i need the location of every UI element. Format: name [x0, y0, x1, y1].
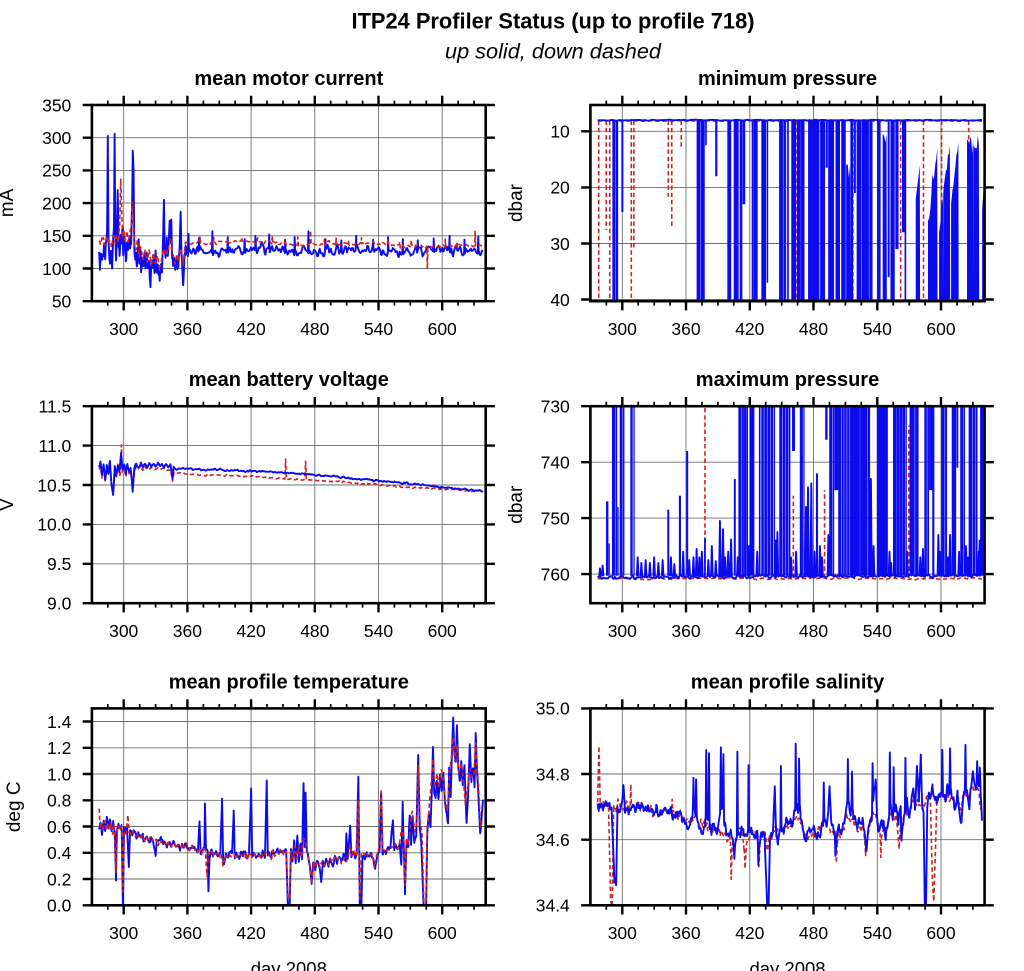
svg-text:1.4: 1.4 [47, 712, 72, 732]
svg-text:420: 420 [236, 319, 265, 339]
svg-text:0.2: 0.2 [47, 869, 71, 889]
svg-text:dbar: dbar [506, 183, 527, 222]
svg-text:600: 600 [428, 621, 457, 641]
svg-text:30: 30 [550, 234, 570, 254]
svg-text:540: 540 [364, 319, 393, 339]
svg-text:300: 300 [109, 923, 138, 943]
svg-text:34.8: 34.8 [536, 764, 570, 784]
svg-text:20: 20 [550, 178, 570, 198]
svg-text:minimum pressure: minimum pressure [698, 68, 877, 90]
svg-text:540: 540 [863, 621, 892, 641]
svg-text:0.4: 0.4 [47, 843, 72, 863]
svg-text:300: 300 [109, 319, 138, 339]
svg-text:360: 360 [173, 923, 202, 943]
svg-text:mean motor current: mean motor current [194, 68, 383, 90]
svg-text:10.0: 10.0 [37, 515, 71, 535]
svg-text:11.0: 11.0 [39, 436, 72, 456]
svg-text:730: 730 [541, 397, 570, 417]
svg-text:350: 350 [42, 95, 71, 115]
svg-text:480: 480 [799, 621, 828, 641]
svg-text:360: 360 [173, 319, 202, 339]
svg-text:360: 360 [671, 923, 700, 943]
svg-text:760: 760 [541, 564, 570, 584]
svg-text:mean profile salinity: mean profile salinity [691, 671, 885, 693]
svg-text:dbar: dbar [506, 485, 527, 524]
svg-text:540: 540 [364, 923, 393, 943]
svg-text:300: 300 [109, 621, 138, 641]
svg-text:360: 360 [173, 621, 202, 641]
svg-text:600: 600 [926, 621, 955, 641]
svg-text:34.4: 34.4 [536, 896, 570, 916]
svg-text:V: V [0, 498, 18, 511]
svg-text:ITP24 Profiler Status (up to p: ITP24 Profiler Status (up to profile 718… [352, 9, 755, 34]
svg-text:600: 600 [428, 923, 457, 943]
svg-text:40: 40 [550, 290, 570, 310]
svg-text:10: 10 [550, 122, 570, 142]
svg-text:420: 420 [735, 319, 764, 339]
svg-text:11.5: 11.5 [39, 397, 72, 417]
svg-text:0.8: 0.8 [47, 791, 71, 811]
svg-text:34.6: 34.6 [536, 830, 570, 850]
svg-text:300: 300 [42, 128, 71, 148]
svg-text:600: 600 [926, 319, 955, 339]
svg-text:deg C: deg C [4, 781, 25, 832]
svg-text:1.0: 1.0 [47, 764, 72, 784]
svg-text:750: 750 [541, 508, 570, 528]
svg-text:9.5: 9.5 [47, 554, 71, 574]
svg-text:420: 420 [735, 923, 764, 943]
svg-text:540: 540 [364, 621, 393, 641]
svg-text:480: 480 [300, 923, 329, 943]
svg-text:maximum pressure: maximum pressure [696, 369, 879, 391]
svg-text:day 2008: day 2008 [749, 958, 825, 971]
svg-text:200: 200 [42, 193, 71, 213]
svg-text:day 2008: day 2008 [251, 958, 327, 971]
svg-text:up solid, down dashed: up solid, down dashed [445, 40, 662, 64]
svg-text:600: 600 [428, 319, 457, 339]
svg-text:300: 300 [608, 621, 637, 641]
svg-text:100: 100 [42, 259, 71, 279]
svg-text:360: 360 [671, 319, 700, 339]
svg-text:480: 480 [300, 621, 329, 641]
svg-text:250: 250 [42, 161, 71, 181]
svg-text:0.0: 0.0 [47, 896, 72, 916]
svg-text:480: 480 [799, 319, 828, 339]
svg-text:540: 540 [863, 923, 892, 943]
svg-text:540: 540 [863, 319, 892, 339]
svg-text:740: 740 [541, 453, 570, 473]
svg-text:420: 420 [735, 621, 764, 641]
svg-text:50: 50 [52, 292, 72, 312]
svg-text:300: 300 [608, 319, 637, 339]
svg-text:1.2: 1.2 [47, 738, 71, 758]
svg-text:0.6: 0.6 [47, 817, 71, 837]
svg-text:mean profile temperature: mean profile temperature [169, 671, 409, 693]
svg-text:300: 300 [608, 923, 637, 943]
svg-text:9.0: 9.0 [47, 594, 72, 614]
svg-text:420: 420 [236, 923, 265, 943]
svg-text:150: 150 [42, 226, 71, 246]
svg-text:35.0: 35.0 [536, 699, 570, 719]
svg-text:480: 480 [799, 923, 828, 943]
svg-text:600: 600 [926, 923, 955, 943]
svg-text:420: 420 [236, 621, 265, 641]
svg-text:mean battery voltage: mean battery voltage [189, 369, 389, 391]
svg-text:10.5: 10.5 [37, 475, 71, 495]
svg-text:360: 360 [671, 621, 700, 641]
svg-text:mA: mA [0, 188, 18, 217]
svg-text:480: 480 [300, 319, 329, 339]
